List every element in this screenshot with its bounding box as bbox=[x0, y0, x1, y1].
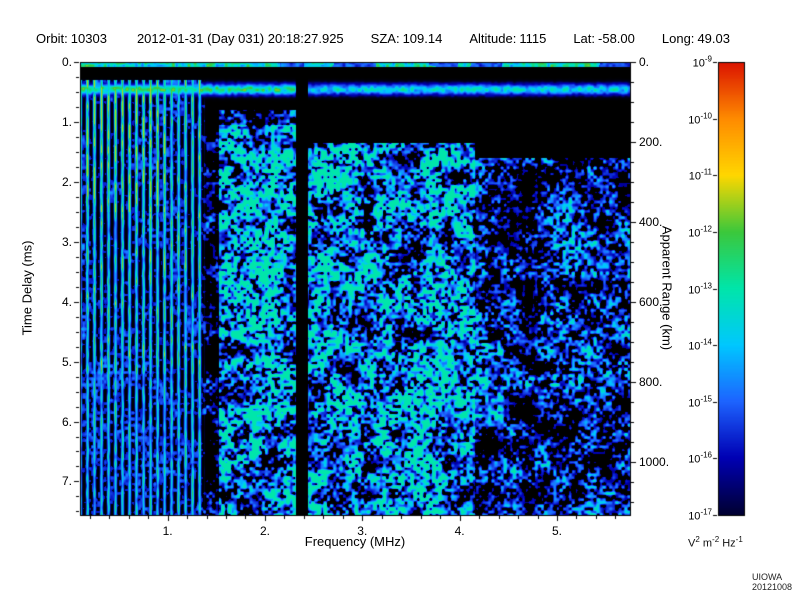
x-tick-label: 2. bbox=[259, 524, 270, 538]
header-label: Long: bbox=[661, 31, 695, 46]
colorbar-tick-label: 10-15 bbox=[688, 394, 712, 410]
y2-tick-label: 600. bbox=[639, 294, 663, 309]
colorbar-tick-label: 10-11 bbox=[688, 167, 712, 183]
y-tick-label: 2. bbox=[61, 174, 72, 189]
header-field-altitude: Altitude: 1115 bbox=[469, 31, 549, 46]
header-label: SZA: bbox=[370, 31, 400, 46]
y2-tick-label: 800. bbox=[639, 374, 663, 389]
header-field-sza: SZA: 109.14 bbox=[371, 31, 446, 46]
y2-tick-label: 0. bbox=[639, 55, 650, 69]
colorbar-tick-label: 10-17 bbox=[688, 507, 712, 523]
colorbar-tick-label: 10-16 bbox=[688, 451, 712, 466]
y-tick-label: 1. bbox=[61, 114, 72, 129]
header-info: Orbit: 10303 2012-01-31 (Day 031) 20:18:2… bbox=[36, 31, 733, 46]
header-value: 2012-01-31 (Day 031) 20:18:27.925 bbox=[136, 31, 344, 46]
header-field-orbit: Orbit: 10303 bbox=[36, 31, 110, 46]
y-tick-label: 5. bbox=[61, 354, 72, 369]
colorbar-tick-label: 10-9 bbox=[692, 54, 712, 70]
y-tick-label: 3. bbox=[61, 234, 72, 249]
header-label: Lat: bbox=[573, 31, 596, 46]
header-value: -58.00 bbox=[598, 31, 635, 46]
y-tick-label: 4. bbox=[61, 294, 72, 309]
y-tick-label: 0. bbox=[61, 55, 72, 69]
x-tick-label: 4. bbox=[454, 524, 465, 538]
y-tick-label: 7. bbox=[61, 474, 72, 489]
header-field-lat: Lat: -58.00 bbox=[573, 31, 638, 46]
colorbar-tick-label: 10-10 bbox=[688, 111, 712, 126]
header-value: 1115 bbox=[519, 31, 547, 46]
colorbar-units: V2 m-2 Hz-1 bbox=[688, 535, 743, 550]
header-value: 10303 bbox=[70, 31, 107, 46]
header-field-long: Long: 49.03 bbox=[662, 31, 733, 46]
y2-tick-label: 1000. bbox=[639, 454, 670, 469]
y-tick-label: 6. bbox=[61, 414, 72, 429]
y-axis-title: Time Delay (ms) bbox=[19, 240, 35, 336]
header-label: Orbit: bbox=[36, 31, 68, 46]
credit-text: UIOWA 20121008 bbox=[751, 572, 792, 592]
y2-axis-title: Apparent Range (km) bbox=[659, 225, 675, 351]
header-field-datetime: 2012-01-31 (Day 031) 20:18:27.925 bbox=[134, 31, 347, 46]
x-tick-label: 5. bbox=[551, 524, 562, 538]
colorbar-tick-label: 10-12 bbox=[688, 224, 712, 240]
x-axis-title: Frequency (MHz) bbox=[304, 534, 406, 549]
x-tick-label: 3. bbox=[357, 524, 368, 538]
header-value: 109.14 bbox=[402, 31, 443, 46]
x-tick-label: 1. bbox=[162, 524, 173, 538]
colorbar-tick-label: 10-14 bbox=[688, 337, 712, 353]
header-label: Altitude: bbox=[469, 31, 517, 46]
y2-tick-label: 200. bbox=[639, 134, 663, 149]
header-value: 49.03 bbox=[697, 31, 730, 46]
colorbar-tick-label: 10-13 bbox=[688, 281, 712, 296]
y2-tick-label: 400. bbox=[639, 214, 663, 229]
